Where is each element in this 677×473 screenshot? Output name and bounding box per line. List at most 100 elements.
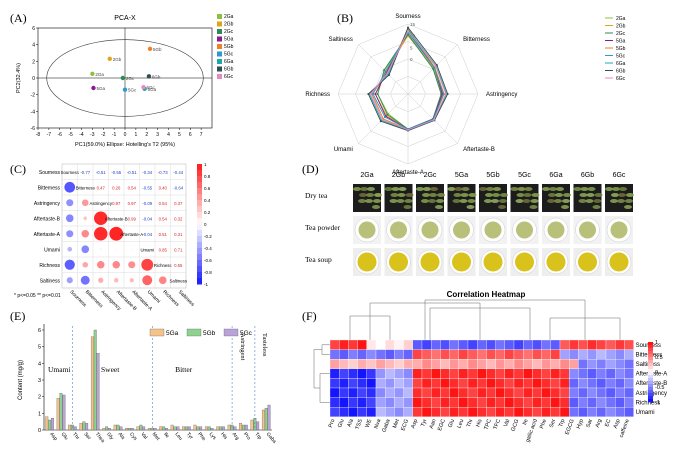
tea-powder — [547, 221, 565, 239]
heatmap-cell — [541, 339, 551, 350]
pca-x-tick-label: 7 — [200, 132, 203, 138]
heatmap-cell — [403, 349, 413, 360]
heatmap-cell — [578, 387, 588, 398]
dry-tea-leaf — [404, 199, 413, 203]
heatmap-row-label: Saltiness — [636, 362, 660, 368]
heatmap-cell — [541, 407, 551, 417]
dry-tea-leaf — [524, 187, 533, 191]
bar-5ga — [261, 409, 265, 431]
tea-column-label: 6Gc — [613, 172, 626, 179]
heatmap-colorbar-step — [648, 384, 653, 388]
panel-e-bar-chart: 0 1 2 3 4 5 6 Content (mg/g) Asp Glu Thr Ser Thea Gly… — [18, 324, 277, 445]
dry-tea-leaf — [556, 187, 564, 191]
tea-column-label: 6Ga — [549, 172, 562, 179]
bar-5gc — [233, 426, 237, 431]
corr-circle — [115, 248, 118, 251]
dry-tea-leaf — [578, 199, 587, 203]
bar-5gc — [85, 423, 89, 431]
corr-diagonal-label: Astringency — [90, 201, 113, 206]
corr-colorbar-step — [197, 260, 202, 267]
heatmap-cell — [504, 407, 515, 417]
corr-circle — [129, 278, 134, 283]
dry-tea-leaf — [459, 199, 468, 203]
corr-circle — [81, 245, 90, 254]
dry-tea-leaf — [548, 193, 556, 197]
heatmap-cell — [421, 378, 432, 389]
dry-tea-leaf — [531, 193, 540, 197]
corr-value: -0.04 — [142, 232, 152, 237]
heatmap-col-label: Nva — [373, 418, 382, 430]
heatmap-cell — [366, 349, 377, 360]
heatmap-cell — [348, 349, 358, 360]
heatmap-col-label: TPC — [483, 418, 492, 430]
pca-y-tick-label: -4 — [31, 109, 36, 115]
heatmap-cell — [523, 397, 533, 408]
corr-row-label: Saltiness — [40, 278, 61, 284]
heatmap-colorbar-step — [648, 378, 653, 382]
corr-value: 0.32 — [174, 216, 183, 221]
heatmap-cell — [587, 397, 597, 408]
bar-category-label: Ser — [82, 431, 92, 441]
pca-x-tick-label: 3 — [156, 132, 159, 138]
corr-colorbar-tick: -0.4 — [204, 246, 212, 251]
dry-tea-leaf — [452, 199, 461, 203]
corr-circle — [83, 216, 88, 221]
heatmap-cell — [504, 368, 515, 379]
dry-tea-leaf — [479, 187, 487, 191]
heatmap-cell — [403, 407, 413, 417]
heatmap-cell — [513, 339, 524, 350]
heatmap-cell — [339, 339, 349, 350]
heatmap-cell — [523, 378, 533, 389]
radar-point — [383, 116, 386, 119]
heatmap-row-dendrogram — [313, 344, 330, 403]
tea-column-label: 5Gc — [518, 172, 531, 179]
heatmap-cell — [504, 349, 515, 360]
heatmap-col-label: EC — [604, 418, 612, 427]
pca-point-label: 5Ga — [96, 86, 105, 91]
heatmap-cell — [449, 387, 459, 398]
heatmap-cell — [375, 339, 386, 350]
dry-tea-leaf — [605, 187, 613, 191]
heatmap-cell — [624, 368, 634, 379]
bar-category-label: Pro — [242, 431, 252, 441]
heatmap-cell — [559, 407, 570, 417]
bar-5ga — [204, 426, 208, 431]
bar-section-sweet: Sweet — [101, 365, 120, 374]
pca-point-label: 5Gc — [128, 88, 137, 93]
corr-colorbar-step — [197, 242, 202, 249]
radar-point — [384, 70, 387, 73]
bar-category-label: Tyr — [185, 431, 194, 440]
heatmap-cell — [615, 349, 625, 360]
radar-point — [367, 93, 370, 95]
pca-legend-label: 6Gc — [224, 74, 234, 80]
corr-colorbar-step — [197, 200, 202, 207]
corr-colorbar-step — [197, 176, 202, 183]
corr-value: 0.51 — [159, 232, 168, 237]
corr-colorbar-step — [197, 206, 202, 213]
bar-legend-label: 5Gb — [203, 330, 216, 337]
heatmap-cell — [375, 378, 386, 389]
heatmap-cell — [440, 339, 450, 350]
pca-point-5gb — [147, 46, 153, 52]
heatmap-cell — [385, 378, 395, 389]
bar-5ga — [147, 428, 151, 431]
bar-5gc — [142, 426, 146, 431]
dry-tea-leaf — [389, 199, 398, 203]
heatmap-cell — [339, 387, 349, 398]
heatmap-cell — [569, 349, 579, 360]
corr-circle — [142, 275, 153, 286]
heatmap-cell — [329, 359, 340, 369]
dry-tea-leaf — [549, 187, 557, 191]
corr-colorbar-tick: 1 — [204, 162, 207, 167]
heatmap-col-label: GCG — [511, 418, 521, 432]
heatmap-col-label: Tyr — [420, 418, 428, 427]
heatmap-cell — [458, 359, 469, 369]
heatmap-cell — [339, 397, 349, 408]
pca-x-tick-label: -7 — [47, 132, 52, 138]
radar-point — [407, 26, 409, 29]
corr-circle — [64, 181, 76, 193]
heatmap-cell — [394, 359, 404, 369]
heatmap-col-label: Arg — [595, 418, 604, 428]
tea-powder — [484, 221, 502, 239]
bar-category-label: His — [219, 431, 229, 441]
